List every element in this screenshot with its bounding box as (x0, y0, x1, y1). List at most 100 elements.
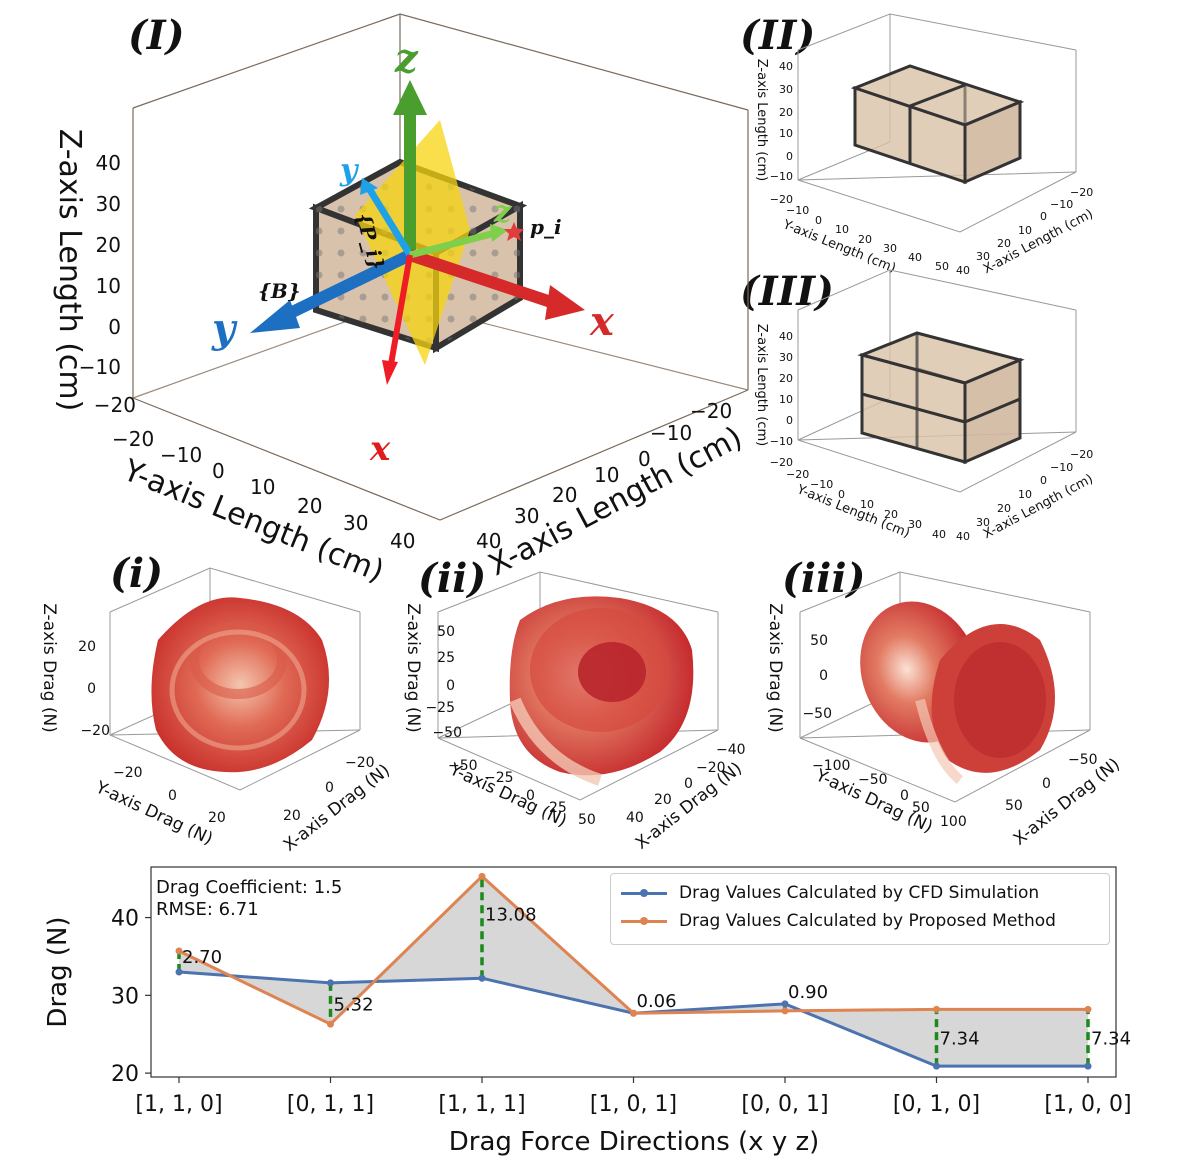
arrow-label-y-small: y (339, 153, 360, 188)
panel-iii-zlabel: Z-axis Drag (N) (765, 603, 785, 733)
z-tick: 25 (437, 650, 455, 666)
chart-xlabel: Drag Force Directions (x y z) (449, 1127, 820, 1157)
panel-iii-xlabel: X-axis Drag (N) (1010, 754, 1124, 849)
y-tick: 50 (935, 260, 949, 273)
difference-area (179, 876, 1088, 1067)
difference-label: 0.06 (637, 991, 677, 1012)
y-tick: 10 (835, 223, 849, 236)
data-point (1084, 1062, 1092, 1070)
y-tick: 50 (912, 800, 930, 816)
legend-swatch-cfd (621, 888, 667, 897)
y-tick: 40 (932, 528, 946, 541)
z-tick: 30 (96, 192, 121, 216)
x-tick: 0 (1042, 776, 1051, 792)
panel-I-arrow-labels: z x y x y z {B} {P_i} p_i (211, 35, 615, 469)
panel-ii-x-ticks: 40 20 0 −20 −40 (626, 742, 746, 826)
y-tick: 0 (168, 788, 177, 804)
z-tick: −20 (94, 393, 136, 417)
arrow-label-p: p_i (530, 215, 562, 239)
x-tick: 10 (594, 463, 619, 487)
z-tick: −10 (79, 355, 121, 379)
y-tick: −50 (858, 772, 888, 788)
z-tick: 0 (446, 678, 455, 694)
difference-label: 2.70 (182, 947, 222, 968)
y-tick: 100 (940, 814, 967, 830)
z-tick: 0 (786, 414, 793, 427)
panel-i-x-ticks: 20 0 −20 (283, 755, 375, 824)
x-tick: −10 (1050, 198, 1073, 211)
series-lines (175, 872, 1092, 1070)
chart-annotation-coef: Drag Coefficient: 1.5 (156, 877, 342, 898)
difference-labels: 2.70 5.32 13.08 0.06 0.90 7.34 7.34 (182, 904, 1131, 1049)
data-point (781, 1007, 789, 1015)
arrow-label-Y: y (211, 305, 238, 352)
y-tick: −10 (786, 204, 809, 217)
legend-item-proposed: Drag Values Calculated by Proposed Metho… (621, 908, 1056, 934)
y-ticks: 20 30 40 (111, 907, 151, 1087)
x-tick: 30 (976, 516, 990, 529)
z-tick: 20 (779, 106, 793, 119)
panel-i-z-ticks: 20 0 −20 (78, 639, 110, 739)
z-tick: 30 (779, 83, 793, 96)
panel-iii-x-ticks: 50 0 −50 (1005, 752, 1098, 814)
panel-label-i: (i) (110, 550, 164, 597)
x-tick-label: [0, 1, 0] (893, 1092, 980, 1117)
z-tick: −50 (802, 706, 832, 722)
arrow-label-Z: z (394, 35, 419, 82)
y-tick: 0 (838, 488, 845, 501)
x-tick: 20 (654, 792, 672, 808)
x-tick: −20 (345, 755, 375, 771)
panel-label-II: (II) (740, 12, 816, 59)
arrow-label-x-small: x (369, 429, 391, 469)
data-point (478, 974, 486, 982)
y-tick: 10 (860, 498, 874, 511)
y-tick: 10 (250, 475, 275, 499)
data-point (175, 947, 183, 955)
difference-label: 7.34 (1091, 1029, 1131, 1050)
y-tick: −10 (160, 443, 202, 467)
arrow-label-X: x (589, 298, 615, 345)
x-tick: 10 (1018, 488, 1032, 501)
panel-I-z-ticks: 40 30 20 10 0 −10 −20 (79, 151, 136, 417)
z-tick: 20 (78, 639, 96, 655)
x-tick: 20 (997, 237, 1011, 250)
x-tick: 50 (1005, 798, 1023, 814)
y-tick: −20 (112, 427, 154, 451)
z-tick: 20 (779, 372, 793, 385)
z-tick: −10 (770, 170, 793, 183)
y-tick: 0 (815, 214, 822, 227)
data-point (630, 1009, 637, 1017)
z-tick: −20 (80, 723, 110, 739)
panel-ii-zlabel: Z-axis Drag (N) (403, 603, 423, 733)
z-tick: 10 (96, 274, 121, 298)
difference-label: 0.90 (788, 982, 828, 1003)
panel-label-III: (III) (740, 268, 834, 315)
x-tick: −20 (1070, 186, 1093, 199)
y-tick: 0 (212, 459, 225, 483)
panel-iii-surface (860, 601, 1055, 784)
chart-annotation-rmse: RMSE: 6.71 (156, 899, 259, 920)
x-tick: −20 (690, 399, 732, 423)
x-tick-label: [1, 1, 0] (135, 1092, 222, 1117)
panel-II-x-ticks: 40 30 20 10 0 −10 −20 (956, 186, 1093, 277)
x-tick: 10 (1018, 224, 1032, 237)
x-tick: 40 (956, 530, 970, 543)
y-tick: 20 (884, 508, 898, 521)
panel-I-x-ticks: −20 −10 0 10 20 30 40 (476, 399, 732, 553)
difference-label: 13.08 (485, 904, 537, 925)
legend-swatch-proposed (621, 916, 667, 925)
chart-ylabel: Drag (N) (43, 916, 73, 1027)
difference-label: 7.34 (940, 1029, 980, 1050)
panel-label-iii: (iii) (782, 555, 866, 602)
data-point (327, 979, 334, 987)
panel-III-y-ticks: −20 −10 0 10 20 30 40 (786, 468, 946, 541)
y-tick-label: 20 (111, 1062, 139, 1087)
y-tick: 50 (578, 812, 596, 828)
x-tick: −10 (650, 421, 692, 445)
data-point (478, 872, 486, 880)
x-tick-label: [1, 0, 0] (1044, 1092, 1131, 1117)
panel-label-I: (I) (128, 12, 185, 59)
z-tick: 20 (96, 233, 121, 257)
panel-II-zlabel: Z-axis Length (cm) (754, 59, 769, 181)
x-tick: 0 (1040, 474, 1047, 487)
